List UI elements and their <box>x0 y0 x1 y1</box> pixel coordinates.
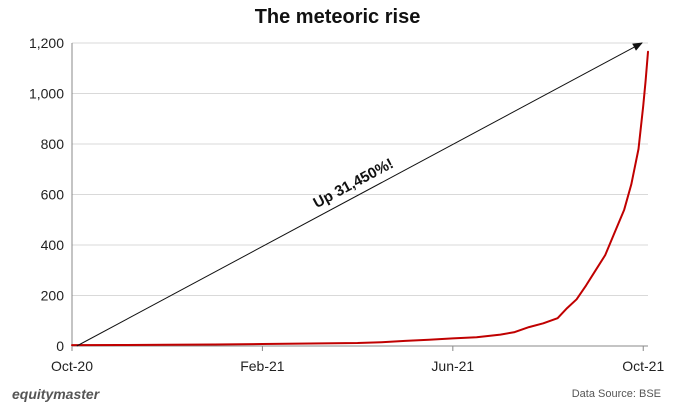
y-tick-label: 200 <box>41 288 65 304</box>
brand-logo: equitymaster <box>12 386 100 402</box>
x-tick-label: Feb-21 <box>240 358 285 374</box>
x-axis-tick-labels: Oct-20 Feb-21 Jun-21 Oct-21 <box>51 346 664 374</box>
x-tick-label: Oct-20 <box>51 358 93 374</box>
series-line <box>71 50 649 347</box>
y-tick-label: 800 <box>41 136 65 152</box>
x-tick-label: Oct-21 <box>622 358 664 374</box>
y-tick-label: 0 <box>56 338 64 354</box>
data-source-label: Data Source: BSE <box>571 388 661 400</box>
y-tick-label: 1,200 <box>29 35 64 51</box>
y-tick-label: 1,000 <box>29 86 64 102</box>
y-axis-tick-labels: 0 200 400 600 800 1,000 1,200 <box>29 35 64 354</box>
axes <box>71 43 648 347</box>
x-tick-label: Jun-21 <box>431 358 474 374</box>
annotation-arrow <box>76 42 643 347</box>
y-tick-label: 400 <box>41 237 65 253</box>
chart-title: The meteoric rise <box>254 6 421 28</box>
series-layer <box>71 50 649 347</box>
annotation-label: Up 31,450%! <box>311 155 397 212</box>
y-tick-label: 600 <box>41 187 65 203</box>
